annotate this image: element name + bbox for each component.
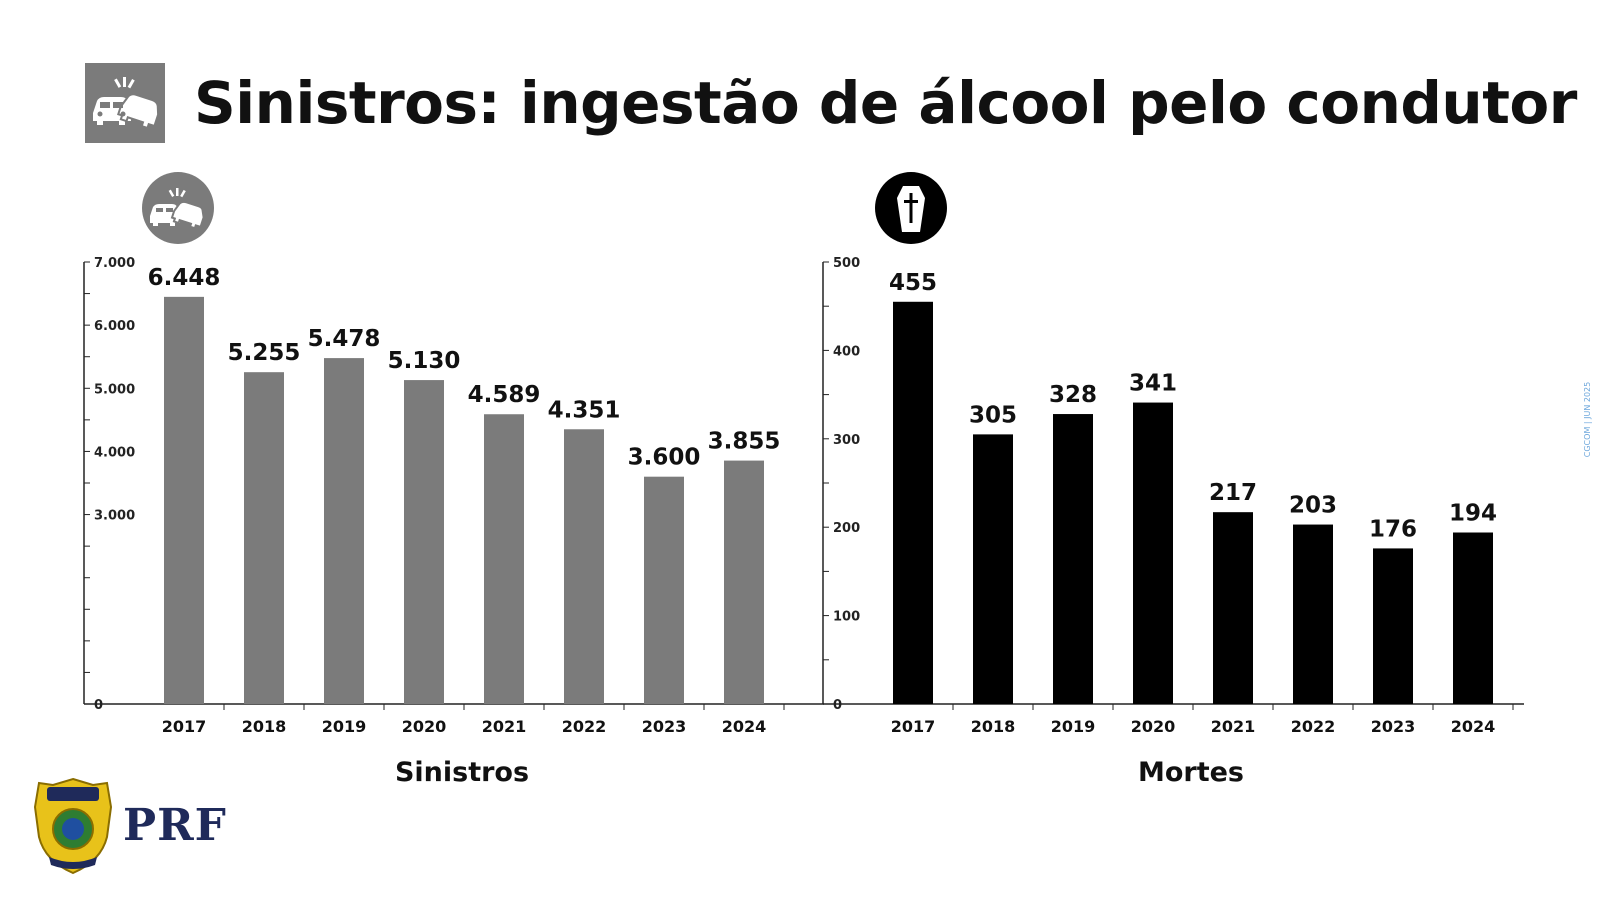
page-title: Sinistros: ingestão de álcool pelo condu… xyxy=(194,69,1577,137)
mortes-category-label: 2018 xyxy=(971,717,1016,736)
mortes-y-tick-label: 300 xyxy=(833,433,860,448)
sinistros-value-label: 6.448 xyxy=(148,265,221,291)
mortes-bar-2019 xyxy=(1053,414,1093,704)
mortes-y-tick-label: 0 xyxy=(833,698,842,713)
sinistros-bar-2022 xyxy=(564,429,604,704)
chart-xlabel-mortes: Mortes xyxy=(1137,757,1245,788)
sinistros-bar-2019 xyxy=(324,358,364,704)
mortes-value-label: 305 xyxy=(969,402,1017,428)
sinistros-y-tick-label: 3.000 xyxy=(94,509,135,524)
mortes-category-label: 2020 xyxy=(1131,717,1176,736)
mortes-value-label: 341 xyxy=(1129,371,1177,397)
mortes-category-label: 2024 xyxy=(1451,717,1496,736)
sinistros-category-label: 2024 xyxy=(722,717,767,736)
sinistros-value-label: 3.855 xyxy=(708,429,781,455)
sinistros-value-label: 3.600 xyxy=(628,445,701,471)
mortes-bar-2021 xyxy=(1213,512,1253,704)
mortes-value-label: 194 xyxy=(1449,501,1497,527)
sinistros-category-label: 2022 xyxy=(562,717,607,736)
coffin-icon xyxy=(875,172,947,244)
sinistros-bar-2024 xyxy=(724,460,764,704)
car-crash-icon xyxy=(142,172,214,244)
mortes-bar-2024 xyxy=(1453,532,1493,704)
sinistros-value-label: 4.589 xyxy=(468,382,541,408)
mortes-category-label: 2022 xyxy=(1291,717,1336,736)
mortes-y-tick-label: 400 xyxy=(833,344,860,359)
mortes-value-label: 203 xyxy=(1289,493,1337,519)
sinistros-y-tick-label: 6.000 xyxy=(94,319,135,334)
sinistros-y-tick-label: 0 xyxy=(94,698,103,713)
mortes-value-label: 328 xyxy=(1049,382,1097,408)
sinistros-category-label: 2019 xyxy=(322,717,367,736)
prf-logo-text: PRF xyxy=(123,800,227,851)
car-crash-icon xyxy=(85,63,165,143)
sinistros-category-label: 2020 xyxy=(402,717,447,736)
mortes-bar-2020 xyxy=(1133,402,1173,704)
sinistros-bar-2020 xyxy=(404,380,444,704)
sinistros-bar-2021 xyxy=(484,414,524,704)
sinistros-category-label: 2021 xyxy=(482,717,527,736)
mortes-category-label: 2023 xyxy=(1371,717,1416,736)
sinistros-value-label: 4.351 xyxy=(548,397,621,423)
sinistros-y-tick-label: 4.000 xyxy=(94,445,135,460)
sinistros-category-label: 2023 xyxy=(642,717,687,736)
mortes-bar-2018 xyxy=(973,434,1013,704)
prf-badge-logo xyxy=(33,777,113,875)
mortes-value-label: 455 xyxy=(889,270,937,296)
mortes-category-label: 2019 xyxy=(1051,717,1096,736)
sinistros-y-tick-label: 7.000 xyxy=(94,256,135,271)
mortes-y-tick-label: 100 xyxy=(833,610,860,625)
mortes-category-label: 2021 xyxy=(1211,717,1256,736)
mortes-y-tick-label: 500 xyxy=(833,256,860,271)
mortes-value-label: 217 xyxy=(1209,480,1257,506)
mortes-bar-2017 xyxy=(893,301,933,704)
sinistros-category-label: 2018 xyxy=(242,717,287,736)
sinistros-value-label: 5.478 xyxy=(308,326,381,352)
sinistros-category-label: 2017 xyxy=(162,717,207,736)
chart-xlabel-sinistros: Sinistros xyxy=(394,757,530,788)
sinistros-value-label: 5.255 xyxy=(228,340,301,366)
mortes-bar-2023 xyxy=(1373,548,1413,704)
sinistros-bar-2018 xyxy=(244,372,284,704)
sinistros-bar-2023 xyxy=(644,476,684,704)
mortes-bar-2022 xyxy=(1293,524,1333,704)
mortes-category-label: 2017 xyxy=(891,717,936,736)
sinistros-bar-2017 xyxy=(164,296,204,704)
credit-note: CGCOM | JUN 2025 xyxy=(1583,381,1593,458)
sinistros-y-tick-label: 5.000 xyxy=(94,382,135,397)
mortes-value-label: 176 xyxy=(1369,516,1417,542)
mortes-y-tick-label: 200 xyxy=(833,521,860,536)
sinistros-value-label: 5.130 xyxy=(388,348,461,374)
